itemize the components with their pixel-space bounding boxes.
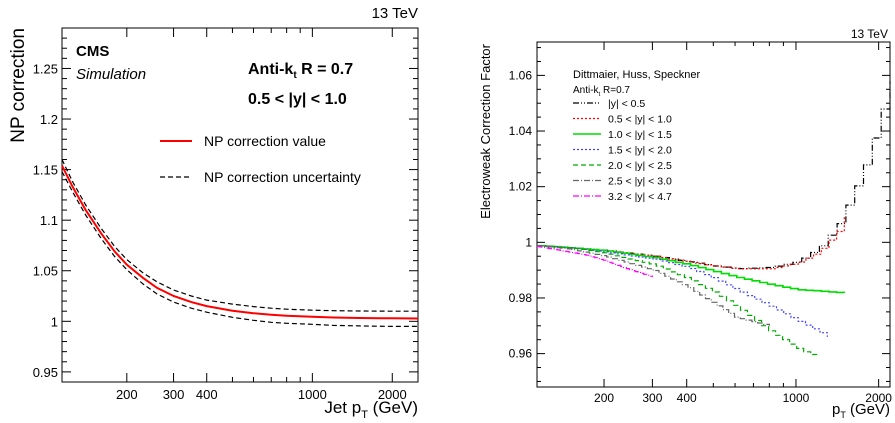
rapidity-bin-label: 0.5 < |y| < 1.0 [248,91,347,108]
experiment-label: CMS [76,43,109,60]
y-tick-label: 0.98 [509,291,533,305]
x-tick-label: 300 [163,387,185,402]
x-axis-label: pT (GeV) [832,401,890,420]
series-line-6 [537,245,653,278]
y-tick-label: 1.25 [33,61,58,76]
series-line-5 [537,245,770,326]
series-line-1 [537,215,845,270]
x-tick-label: 1000 [783,391,810,405]
algorithm-label: Anti-kt R = 0.7 [248,61,353,81]
energy-label: 13 TeV [851,27,888,41]
x-tick-label: 200 [594,391,614,405]
series-line-2 [61,171,418,327]
y-tick-label: 1.02 [509,180,533,194]
x-tick-label: 300 [642,391,662,405]
y-tick-label: 1.06 [509,68,533,82]
series-line-0 [61,165,419,320]
authors-label: Dittmaier, Huss, Speckner [573,69,700,81]
series-line-3 [537,245,828,337]
y-tick-label: 1 [525,235,532,249]
legend-label: 1.0 < |y| < 1.5 [608,129,672,141]
legend-label: NP correction value [204,133,326,149]
np-correction-plot: 13 TeV 200 300 400 1000 2000 0.95 1 1.05 1.1 1.15 1… [8,5,419,421]
np-correction-chart: 13 TeV 200 300 400 1000 2000 0.95 1 1.05 1.1 1.15 1… [0,0,430,423]
legend-label: 2.5 < |y| < 3.0 [608,176,672,188]
energy-label: 13 TeV [372,5,418,22]
legend-label: NP correction uncertainty [204,169,361,185]
electroweak-correction-chart: 13 TeV 200 300 400 1000 2000 0.96 0.98 1 1.02 1.04… [440,0,895,423]
x-tick-label: 400 [196,387,218,402]
legend-label: 2.0 < |y| < 2.5 [608,160,672,172]
y-tick-label: 1.15 [33,163,58,178]
electroweak-correction-plot: 13 TeV 200 300 400 1000 2000 0.96 0.98 1 1.02 1.04… [478,27,892,420]
series-line-0 [537,81,891,270]
x-axis-label: Jet pT (GeV) [324,398,418,421]
y-tick-label: 1.2 [40,112,58,127]
series-line-4 [537,245,819,357]
series-line-1 [61,159,418,312]
series-line-2 [537,244,846,294]
simulation-label: Simulation [76,66,146,83]
y-tick-label: 1.1 [40,213,58,228]
legend-label: 1.5 < |y| < 2.0 [608,145,672,157]
x-tick-label: 200 [116,387,138,402]
x-tick-label: 400 [677,391,697,405]
y-tick-label: 1.05 [33,264,58,279]
y-tick-label: 1 [51,314,58,329]
y-tick-label: 0.96 [509,347,533,361]
legend-label: |y| < 0.5 [608,98,645,110]
y-tick-label: 1.04 [509,124,533,138]
x-tick-label: 2000 [865,391,892,405]
x-tick-label: 2000 [378,387,407,402]
y-axis-label: Electroweak Correction Factor [478,43,493,219]
x-tick-label: 1000 [298,387,327,402]
legend-label: 0.5 < |y| < 1.0 [608,114,672,126]
y-axis-label: NP correction [8,28,29,143]
algorithm-label: Anti-kt R=0.7 [573,85,630,98]
y-tick-label: 0.95 [33,365,58,380]
plot-frame [61,27,419,383]
legend-label: 3.2 < |y| < 4.7 [608,191,672,203]
